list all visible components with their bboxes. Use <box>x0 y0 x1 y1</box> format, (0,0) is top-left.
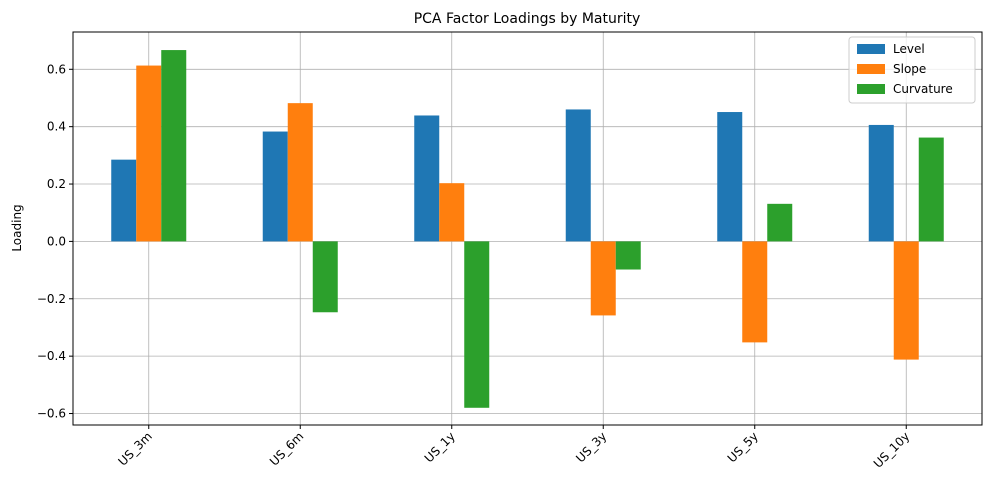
bar-slope-us-3m <box>136 65 162 242</box>
y-tick-label: −0.2 <box>37 292 66 306</box>
bar-level-us-1y <box>414 115 440 242</box>
bar-curvature-us-1y <box>464 241 490 408</box>
legend-swatch-slope <box>857 64 885 74</box>
bar-curvature-us-3m <box>161 50 187 242</box>
bar-level-us-3m <box>111 159 137 242</box>
y-tick-label: 0.4 <box>47 120 66 134</box>
y-axis-label: Loading <box>10 204 24 251</box>
bar-curvature-us-6m <box>312 241 338 313</box>
bar-curvature-us-3y <box>615 241 641 270</box>
bar-slope-us-5y <box>742 241 768 343</box>
y-tick-label: 0.2 <box>47 177 66 191</box>
bar-curvature-us-10y <box>918 137 944 242</box>
bar-slope-us-1y <box>439 183 465 242</box>
plot-frame <box>72 31 983 426</box>
bar-level-us-10y <box>868 124 894 242</box>
y-tick-label: 0.0 <box>47 234 66 248</box>
bar-level-us-5y <box>717 112 743 242</box>
y-tick-label: −0.4 <box>37 349 66 363</box>
legend-swatch-curvature <box>857 84 885 94</box>
legend: Level Slope Curvature <box>848 36 976 104</box>
legend-label-level: Level <box>893 42 925 56</box>
bar-level-us-6m <box>262 131 288 242</box>
y-tick-label: −0.6 <box>37 407 66 421</box>
chart-title: PCA Factor Loadings by Maturity <box>414 11 641 27</box>
bar-slope-us-10y <box>893 241 919 360</box>
bar-level-us-3y <box>565 109 591 242</box>
legend-label-slope: Slope <box>893 62 926 76</box>
bar-slope-us-3y <box>590 241 616 316</box>
y-tick-label: 0.6 <box>47 62 66 76</box>
bar-slope-us-6m <box>287 103 313 242</box>
legend-swatch-level <box>857 44 885 54</box>
bar-curvature-us-5y <box>767 203 793 242</box>
legend-label-curvature: Curvature <box>893 82 953 96</box>
bar-layer <box>111 50 944 408</box>
